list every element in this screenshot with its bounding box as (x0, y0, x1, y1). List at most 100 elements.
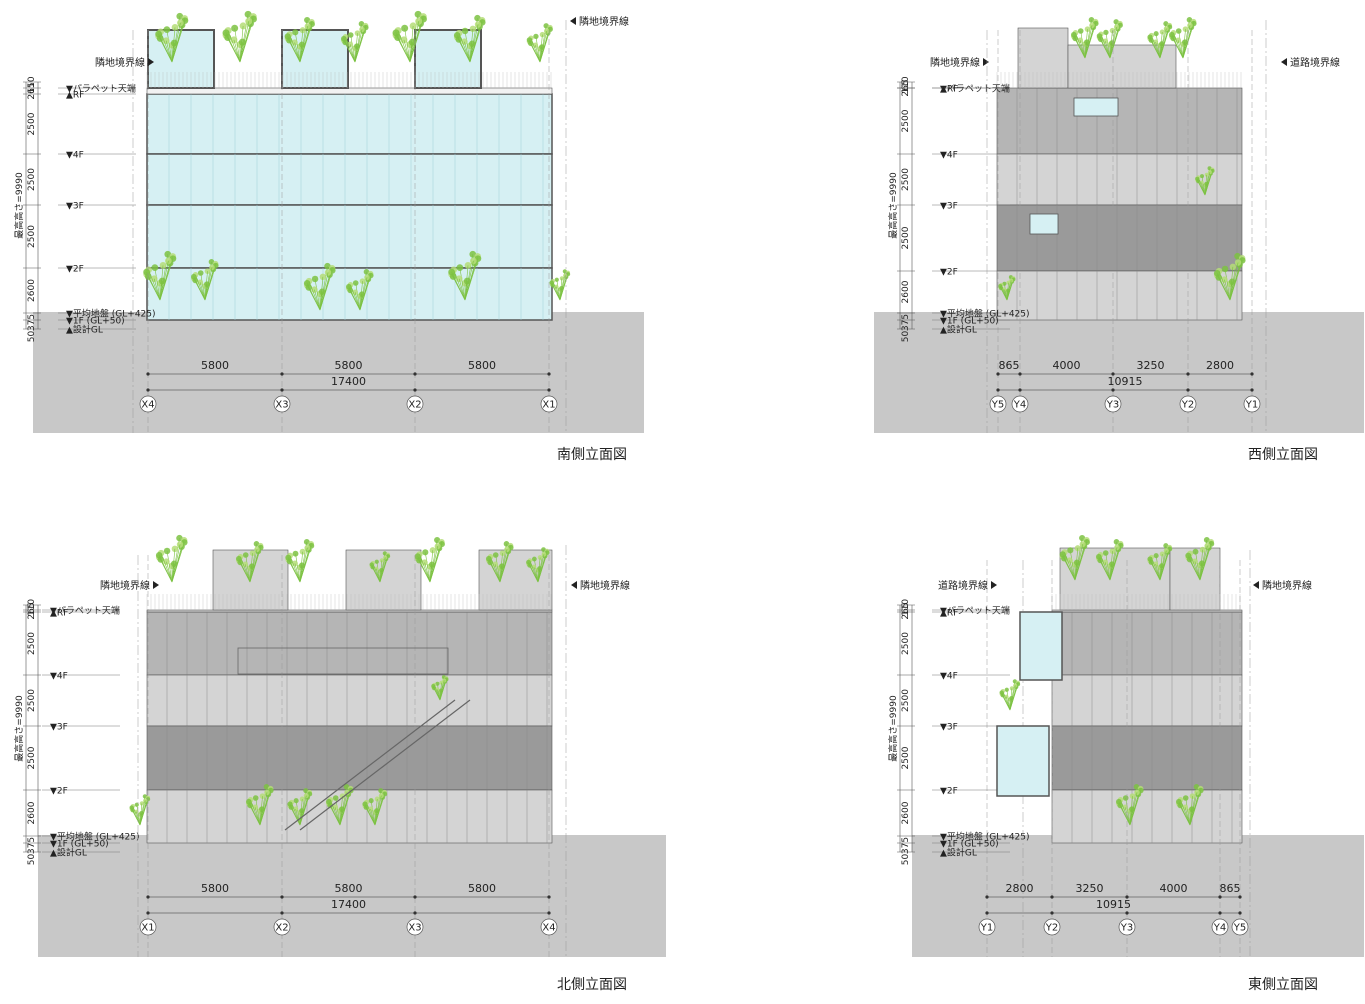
plant-stem (1199, 543, 1212, 581)
plant-stem (148, 269, 161, 301)
plant-stem (537, 552, 548, 583)
level-label-rf: ▲RF (940, 85, 958, 95)
floor-band-4 (146, 611, 553, 676)
plant-stem (1080, 30, 1086, 59)
plant-stem (559, 275, 566, 301)
floor-band-1 (146, 789, 553, 844)
plant-stem (409, 42, 413, 63)
plant-stem (238, 558, 251, 583)
dimension-node (146, 895, 150, 899)
plant-stem (1151, 557, 1161, 581)
elevation-title: 西側立面図 (1248, 447, 1318, 463)
plant-stem (370, 800, 376, 826)
plant-leaf (163, 26, 171, 33)
span-dimension-3: 865 (1220, 882, 1241, 895)
plant-stem (299, 24, 313, 63)
plant-stem (171, 22, 181, 63)
plant (341, 21, 369, 63)
grid-bubble (1211, 918, 1229, 936)
plant-leaf (354, 30, 361, 36)
span-dimension-0: 865 (999, 359, 1020, 372)
level-label-avg: ▼平均地盤 (GL+425) (50, 831, 140, 843)
plant-stem (153, 278, 161, 301)
plant-stem (495, 554, 501, 583)
dimension-d2500a: 2500 (27, 632, 37, 655)
dimension-node (547, 895, 551, 899)
dimension-node (996, 388, 1000, 392)
plant-stem (1171, 34, 1184, 59)
right-boundary-arrow (571, 581, 577, 589)
plant-stem (299, 26, 308, 63)
plant-stem (249, 549, 258, 583)
plant-stem (556, 279, 561, 301)
level-label-f2: ▼2F (66, 265, 84, 275)
plant (222, 10, 257, 63)
left-boundary-arrow (153, 581, 159, 589)
dimension-node (1125, 895, 1129, 899)
plant-leaf (259, 793, 266, 799)
right-boundary-arrow (570, 17, 576, 25)
plant-stem (1069, 550, 1076, 581)
plant-stem (328, 801, 341, 826)
glass-bay (1019, 611, 1063, 681)
dimension-d50: 50 (901, 854, 911, 866)
plant-leaf (359, 26, 365, 33)
plant-stem (1218, 270, 1231, 301)
plant-stem (248, 801, 261, 826)
plant-stem (424, 562, 431, 583)
plant (414, 536, 445, 583)
dimension-d265: 265 (27, 602, 37, 619)
plant-stem (240, 556, 251, 583)
level-label-f2: ▼2F (50, 787, 68, 797)
plant-stem (158, 33, 173, 63)
dimension-d110: 110 (27, 76, 37, 93)
plant-leaf (1067, 547, 1074, 554)
right-boundary-label: 隣地境界線 (580, 579, 630, 592)
plant-leaf (539, 31, 546, 38)
plant-stem (314, 289, 321, 311)
grid-label-Y5: Y5 (991, 400, 1004, 411)
exterior-stair (299, 699, 471, 831)
plant-stem (287, 36, 301, 63)
span-dimension-0: 5800 (201, 882, 229, 895)
plant-stem (469, 24, 479, 63)
grid-label-Y3: Y3 (1120, 923, 1133, 934)
plant-stem (1159, 550, 1167, 581)
plant-stem (200, 272, 206, 301)
dimension-d2500a: 2500 (901, 109, 911, 132)
plant-stem (250, 799, 261, 826)
plant-stem (1084, 23, 1097, 59)
plant-stem (1182, 25, 1191, 59)
plant-stem (295, 553, 301, 583)
plant (246, 784, 274, 826)
total-dimension: 17400 (331, 375, 366, 388)
plant-stem (364, 803, 376, 826)
grid-label-Y3: Y3 (1106, 400, 1119, 411)
plant-stem (456, 35, 471, 63)
plant-stem (1073, 34, 1086, 59)
level-label-avg: ▼平均地盤 (GL+425) (940, 831, 1030, 843)
plant-stem (239, 18, 254, 63)
dimension-d2500a: 2500 (901, 632, 911, 655)
plant-stem (1001, 692, 1011, 711)
plant-stem (551, 282, 561, 301)
dimension-d2500b: 2500 (27, 168, 37, 191)
elevation-west: ▼パラペット天端▲RF ▼4F ▼3F ▼2F ▼平均地盤 (GL+425)▼1F (G… (874, 17, 1364, 463)
plant-leaf (374, 796, 380, 802)
dimension-node (413, 911, 417, 915)
level-label-f3: ▼3F (940, 723, 958, 733)
plant (998, 275, 1016, 301)
level-label-rf: ▲RF (66, 91, 84, 101)
grid-bubble (1231, 918, 1249, 936)
floor-band-1 (1051, 789, 1243, 844)
plant-stem (291, 802, 301, 826)
plant-stem (559, 274, 569, 301)
span-dimension-2: 5800 (468, 882, 496, 895)
level-label-f4: ▼4F (940, 672, 958, 682)
floor-band-2 (146, 204, 553, 269)
plant-stem (459, 267, 466, 301)
span-dimension-2: 3250 (1137, 359, 1165, 372)
total-dimension: 10915 (1108, 375, 1143, 388)
dimension-d375: 375 (27, 314, 37, 331)
grid-label-X2: X2 (275, 923, 288, 934)
